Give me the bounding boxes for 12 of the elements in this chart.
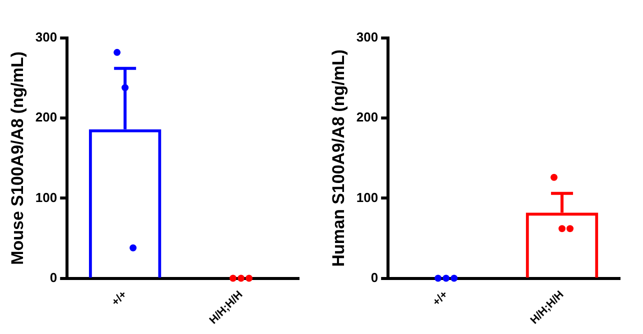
y-tick-label: 100	[356, 190, 378, 205]
y-tick-label: 0	[50, 270, 58, 285]
y-tick-label: 200	[35, 110, 58, 125]
y-axis-title: Human S100A9/A8 (ng/mL)	[328, 50, 348, 267]
y-tick-label: 300	[35, 30, 58, 45]
x-tick-label: +/+	[110, 288, 130, 308]
y-tick-label: 100	[35, 190, 58, 205]
y-axis-title: Mouse S100A9/A8 (ng/mL)	[8, 51, 27, 265]
x-tick-label: +/+	[430, 288, 450, 308]
y-tick-label: 200	[356, 110, 378, 125]
y-tick-label: 0	[370, 270, 378, 285]
y-tick-label: 300	[356, 30, 378, 45]
